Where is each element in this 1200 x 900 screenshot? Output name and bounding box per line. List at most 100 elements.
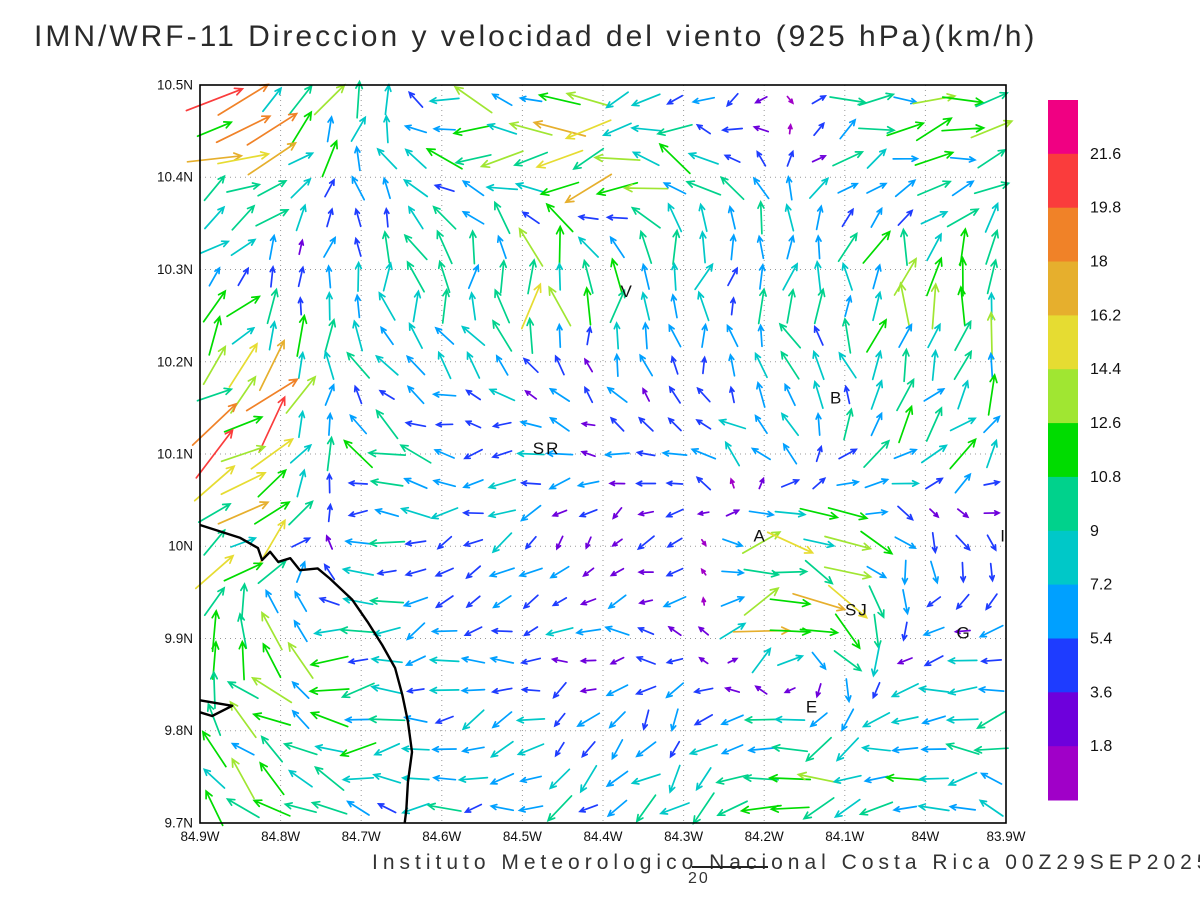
wind-vector [724, 440, 741, 467]
wind-vector [973, 745, 1009, 754]
wind-vector [489, 772, 515, 785]
wind-vector [946, 208, 980, 228]
wind-vector [343, 716, 372, 724]
wind-vector [524, 535, 537, 550]
wind-vector [434, 567, 454, 577]
wind-vector [206, 702, 222, 737]
wind-vector [548, 768, 571, 790]
wind-vector [215, 115, 272, 144]
wind-vector [326, 115, 335, 143]
wind-vector [872, 263, 882, 290]
wind-vector [739, 804, 782, 815]
wind-vector [690, 448, 717, 460]
wind-vector [824, 535, 873, 551]
wind-vector [268, 233, 277, 260]
wind-vector [412, 289, 422, 323]
wind-vector [208, 266, 221, 287]
wind-vector [551, 509, 568, 517]
wind-vector [496, 234, 507, 260]
wind-vector [378, 389, 395, 400]
wind-vector [803, 538, 836, 549]
wind-vector [668, 323, 682, 348]
wind-vector [609, 656, 625, 665]
colorbar-segment [1048, 369, 1078, 424]
wind-vector [376, 569, 397, 576]
wind-vector [343, 439, 373, 469]
wind-vector [548, 477, 571, 490]
wind-vector [868, 585, 885, 619]
wind-vector [751, 647, 772, 674]
wind-vector [941, 96, 985, 106]
wind-vector [898, 323, 913, 348]
wind-vector [777, 654, 805, 667]
wind-vector [812, 349, 825, 381]
wind-vector [756, 234, 765, 260]
wind-vector [872, 290, 883, 322]
wind-vector [635, 794, 657, 823]
wind-vector [230, 742, 255, 756]
wind-vector [605, 214, 628, 221]
wind-vector [347, 658, 369, 665]
wind-vector [975, 91, 1009, 108]
wind-vector [261, 610, 283, 651]
caption-institute: Instituto Meteorologico Nacional Costa R… [372, 851, 1200, 874]
wind-vector [195, 428, 234, 479]
wind-vector [516, 743, 545, 756]
wind-vector [862, 230, 891, 264]
wind-vector [508, 121, 553, 136]
wind-vector [441, 287, 450, 324]
wind-vector [487, 478, 517, 490]
wind-vector [257, 559, 288, 585]
wind-vector [368, 597, 405, 605]
wind-vector [431, 391, 457, 398]
wind-vector [434, 421, 454, 428]
wind-vector [870, 644, 881, 678]
wind-vector [492, 595, 512, 609]
wind-vector [285, 375, 317, 414]
wind-vector [750, 447, 771, 461]
wind-vector [635, 480, 657, 487]
wind-vector [796, 771, 841, 784]
wind-vector [289, 110, 313, 148]
city-label: G [956, 624, 971, 643]
wind-vector [719, 176, 745, 201]
wind-vector [783, 687, 796, 694]
wind-vector [863, 439, 891, 468]
wind-vector [921, 715, 946, 725]
wind-vector [432, 774, 457, 782]
wind-vector [986, 310, 996, 361]
wind-vector [953, 349, 973, 381]
wind-vector [262, 86, 283, 113]
wind-vector [786, 95, 795, 105]
wind-vector [835, 737, 860, 762]
wind-vector [606, 799, 628, 818]
wind-vector [758, 476, 765, 490]
wind-vector [583, 286, 592, 326]
wind-vector [246, 112, 299, 146]
wind-vector [836, 479, 861, 487]
wind-vector [342, 596, 374, 606]
wind-vector [892, 805, 918, 813]
y-tick-label: 10N [168, 539, 193, 554]
wind-vector [700, 538, 707, 547]
wind-vector [983, 510, 1001, 516]
wind-vector [257, 468, 288, 498]
x-tick-label: 84.7W [342, 829, 381, 844]
x-tick-label: 84.2W [745, 829, 784, 844]
wind-vector [729, 385, 735, 404]
wind-vector [920, 211, 949, 225]
wind-vector [900, 227, 909, 266]
wind-vector [728, 353, 736, 377]
wind-vector [758, 262, 766, 290]
wind-vector [430, 507, 459, 520]
wind-vector [350, 115, 367, 142]
wind-vector [490, 627, 513, 635]
wind-vector [287, 769, 313, 788]
wind-vector [695, 123, 711, 135]
wind-vector [866, 318, 888, 353]
wind-vector [611, 739, 624, 761]
wind-vector [926, 596, 942, 608]
wind-vector [437, 350, 452, 380]
wind-vector [545, 627, 574, 637]
wind-vector [191, 402, 238, 446]
